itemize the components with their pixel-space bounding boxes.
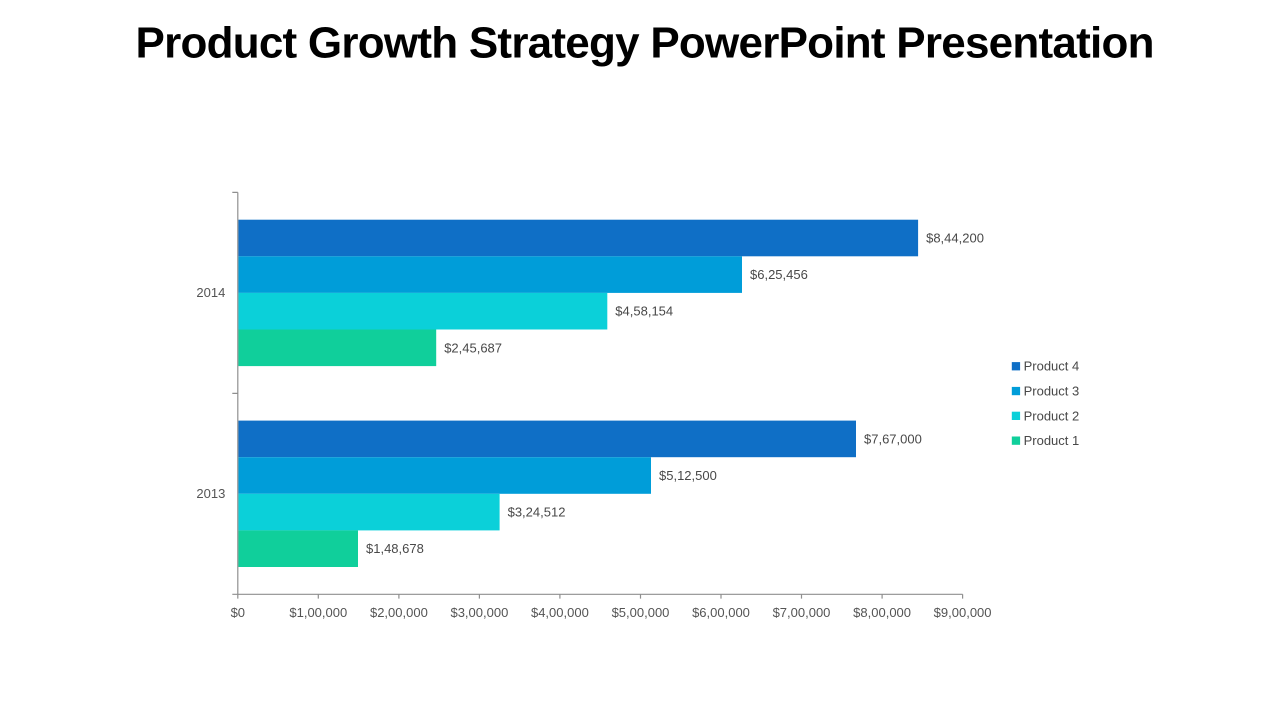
svg-text:$5,12,500: $5,12,500	[659, 468, 717, 483]
svg-text:$7,00,000: $7,00,000	[773, 605, 831, 620]
svg-text:$6,25,456: $6,25,456	[750, 267, 808, 282]
svg-text:Product 1: Product 1	[1024, 433, 1080, 448]
svg-text:2013: 2013	[196, 486, 225, 501]
svg-text:$3,24,512: $3,24,512	[508, 505, 566, 520]
svg-text:$7,67,000: $7,67,000	[864, 431, 922, 446]
svg-text:Product 3: Product 3	[1024, 384, 1080, 399]
svg-text:2014: 2014	[196, 285, 225, 300]
svg-text:Product Growth Strategy PowerP: Product Growth Strategy PowerPoint Prese…	[136, 19, 1155, 68]
svg-text:$0: $0	[231, 605, 245, 620]
svg-text:$6,00,000: $6,00,000	[692, 605, 750, 620]
svg-text:$8,44,200: $8,44,200	[926, 231, 984, 246]
svg-text:$2,00,000: $2,00,000	[370, 605, 428, 620]
svg-text:$9,00,000: $9,00,000	[934, 605, 992, 620]
svg-text:$3,00,000: $3,00,000	[450, 605, 508, 620]
svg-text:$5,00,000: $5,00,000	[612, 605, 670, 620]
svg-text:$4,00,000: $4,00,000	[531, 605, 589, 620]
svg-text:$2,45,687: $2,45,687	[444, 340, 502, 355]
svg-text:Product 2: Product 2	[1024, 408, 1080, 423]
svg-text:Product 4: Product 4	[1024, 359, 1080, 374]
svg-text:$1,00,000: $1,00,000	[289, 605, 347, 620]
svg-text:$4,58,154: $4,58,154	[615, 304, 673, 319]
svg-text:$8,00,000: $8,00,000	[853, 605, 911, 620]
svg-text:$1,48,678: $1,48,678	[366, 541, 424, 556]
